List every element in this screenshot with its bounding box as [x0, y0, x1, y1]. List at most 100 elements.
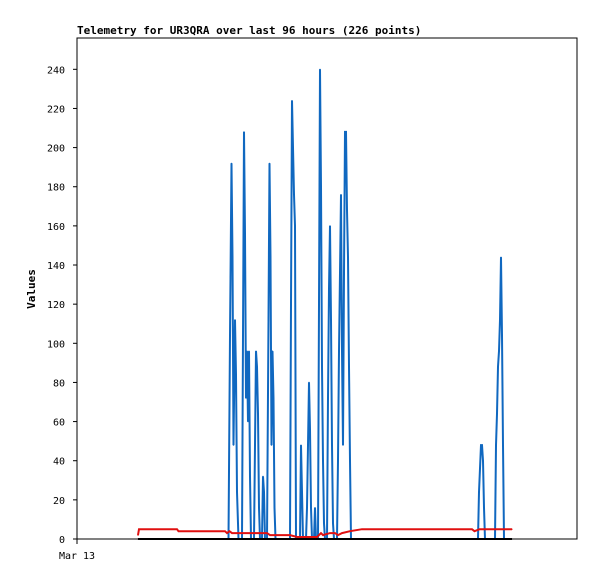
- series-0-point: [339, 272, 341, 274]
- series-0-point: [267, 319, 270, 321]
- series-0-point: [332, 522, 334, 524]
- y-tick-label: 20: [53, 496, 65, 507]
- series-1-point: [176, 528, 178, 530]
- series-0-point: [329, 225, 331, 227]
- series-0-point: [294, 225, 296, 227]
- series-0-point: [308, 381, 310, 383]
- series-1-point: [266, 532, 268, 534]
- series-0-point: [290, 303, 292, 305]
- y-tick-label: 80: [53, 378, 65, 389]
- series-0-point: [337, 460, 339, 462]
- series-0-point: [338, 350, 340, 352]
- y-tick-label: 60: [53, 418, 65, 429]
- series-0-point: [309, 428, 311, 430]
- y-tick-label: 40: [53, 457, 65, 468]
- series-0-point: [330, 319, 332, 321]
- series-0-point: [248, 350, 250, 352]
- series-0-point: [255, 350, 257, 352]
- y-tick-label: 140: [47, 261, 65, 272]
- series-1-point: [224, 530, 226, 532]
- series-0-point: [232, 444, 235, 446]
- series-1-point: [137, 534, 139, 536]
- series-0-point: [498, 350, 500, 352]
- y-axis-ticks: 0 20 40 60 80 100 120 140 160 180 200 220 240: [47, 65, 77, 546]
- series-0-point: [291, 100, 293, 102]
- series-0-point: [263, 491, 265, 493]
- series-0-point: [268, 162, 271, 164]
- series-0-point: [300, 444, 302, 446]
- series-line-0: [227, 69, 505, 540]
- series-1-point: [329, 532, 331, 534]
- series-0-point: [234, 319, 236, 321]
- series-0-point: [497, 366, 499, 368]
- series-0-point: [257, 413, 259, 415]
- series-0-point: [306, 507, 308, 509]
- series-1-point: [296, 536, 298, 538]
- y-tick-label: 100: [47, 339, 65, 350]
- y-axis-label: Values: [25, 269, 38, 309]
- series-0-point: [481, 444, 483, 446]
- data-series: [137, 68, 513, 540]
- y-tick-label: 180: [47, 183, 65, 194]
- series-0-point: [254, 444, 256, 446]
- series-0-point: [242, 334, 244, 337]
- series-0-point: [244, 233, 246, 235]
- series-0-point: [328, 287, 330, 290]
- series-0-point: [236, 491, 238, 493]
- series-1-point: [228, 530, 231, 532]
- y-tick-label: 200: [47, 144, 65, 155]
- series-0-point: [327, 397, 329, 399]
- series-0-point: [321, 366, 323, 368]
- series-1-point: [269, 534, 271, 536]
- series-1-point: [289, 534, 291, 536]
- series-0-point: [331, 444, 333, 446]
- series-0-point: [270, 444, 273, 446]
- series-0-point: [482, 460, 484, 462]
- series-0-point: [249, 475, 251, 477]
- series-0-point: [479, 467, 481, 470]
- series-0-point: [318, 303, 320, 305]
- series-1-point: [320, 532, 322, 534]
- series-0-point: [347, 256, 349, 258]
- series-0-point: [310, 507, 312, 509]
- series-0-point: [247, 421, 249, 423]
- series-0-point: [322, 460, 324, 462]
- series-0-point: [345, 131, 347, 133]
- series-1-point: [138, 528, 140, 530]
- series-1-point: [511, 528, 513, 530]
- series-0-point: [258, 507, 260, 509]
- series-0-point: [500, 256, 502, 258]
- series-0-point: [235, 374, 237, 376]
- series-0-point: [502, 444, 504, 446]
- series-0-point: [243, 131, 245, 133]
- series-0-point: [272, 397, 275, 399]
- series-1-point: [349, 530, 351, 532]
- series-0-point: [496, 413, 498, 415]
- series-0-point: [501, 334, 503, 337]
- series-0-point: [307, 444, 309, 446]
- series-0-point: [256, 366, 258, 368]
- series-0-point: [342, 444, 344, 446]
- series-0-point: [319, 68, 321, 70]
- series-1-point: [337, 534, 339, 536]
- series-1-point: [361, 528, 363, 530]
- series-0-point: [495, 444, 497, 446]
- x-axis-ticks: Mar 13: [59, 539, 95, 562]
- series-0-point: [246, 350, 248, 352]
- series-1-point: [334, 532, 336, 534]
- series-0-point: [346, 209, 348, 211]
- series-0-point: [323, 522, 325, 524]
- series-1-point: [478, 528, 481, 530]
- series-0-point: [340, 194, 342, 196]
- series-1-point: [246, 532, 248, 534]
- series-0-point: [293, 194, 295, 196]
- y-tick-label: 240: [47, 65, 65, 76]
- series-0-point: [269, 256, 272, 258]
- series-0-point: [349, 460, 351, 462]
- series-1-point: [471, 528, 473, 530]
- series-0-point: [480, 444, 482, 446]
- series-1-point: [473, 530, 476, 532]
- series-0-point: [292, 147, 294, 149]
- series-0-point: [301, 491, 303, 493]
